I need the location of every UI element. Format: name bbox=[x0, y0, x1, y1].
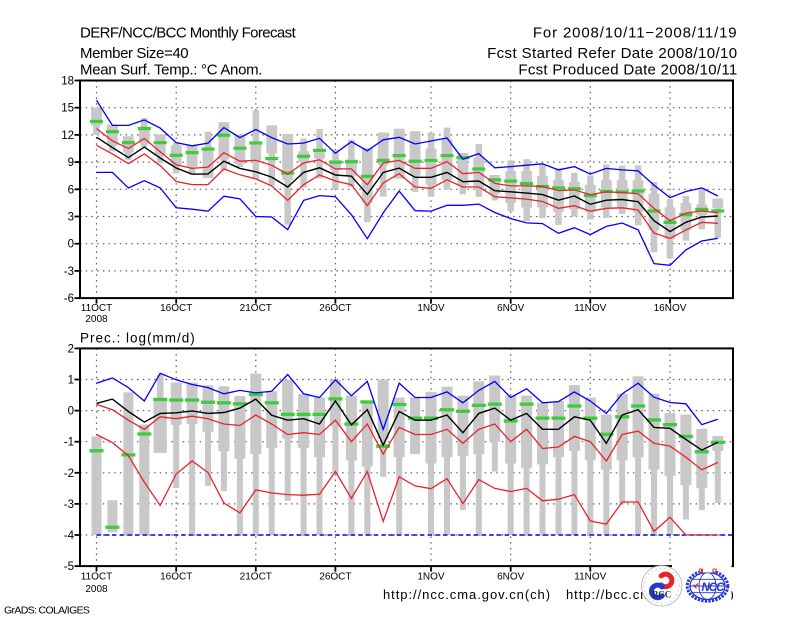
svg-text:2: 2 bbox=[68, 343, 74, 355]
svg-text:1NOV: 1NOV bbox=[417, 572, 445, 583]
svg-text:0: 0 bbox=[68, 239, 74, 251]
svg-text:1: 1 bbox=[68, 375, 74, 387]
svg-text:-5: -5 bbox=[64, 561, 74, 573]
svg-text:21OCT: 21OCT bbox=[240, 303, 272, 314]
svg-text:16OCT: 16OCT bbox=[160, 572, 192, 583]
svg-text:6: 6 bbox=[68, 184, 74, 196]
svg-text:0: 0 bbox=[68, 406, 74, 418]
svg-text:1NOV: 1NOV bbox=[417, 303, 445, 314]
svg-text:-3: -3 bbox=[64, 499, 74, 511]
svg-text:Member Size=40: Member Size=40 bbox=[80, 45, 188, 62]
svg-text:BCC: BCC bbox=[652, 590, 671, 600]
svg-text:Fcst Produced Date 2008/10/11: Fcst Produced Date 2008/10/11 bbox=[518, 62, 737, 79]
svg-text:-3: -3 bbox=[64, 266, 74, 278]
svg-text:26OCT: 26OCT bbox=[319, 572, 351, 583]
svg-text:11OCT: 11OCT bbox=[81, 572, 113, 583]
svg-text:Mean Surf. Temp.: °C Anom.: Mean Surf. Temp.: °C Anom. bbox=[80, 62, 262, 79]
svg-text:15: 15 bbox=[61, 103, 74, 115]
svg-text:-1: -1 bbox=[64, 437, 74, 449]
svg-text:-2: -2 bbox=[64, 468, 74, 480]
svg-text:21OCT: 21OCT bbox=[240, 572, 272, 583]
svg-text:16NOV: 16NOV bbox=[654, 303, 687, 314]
svg-text:11NOV: 11NOV bbox=[574, 572, 606, 583]
svg-text:12: 12 bbox=[61, 130, 74, 142]
svg-text:-6: -6 bbox=[64, 293, 74, 305]
svg-text:2008: 2008 bbox=[85, 584, 108, 595]
svg-text:11OCT: 11OCT bbox=[81, 303, 113, 314]
svg-text:-4: -4 bbox=[64, 530, 75, 542]
svg-text:Prec.: log(mm/d): Prec.: log(mm/d) bbox=[80, 331, 196, 346]
svg-text:16OCT: 16OCT bbox=[160, 303, 192, 314]
svg-text:6NOV: 6NOV bbox=[497, 303, 525, 314]
svg-text:2008: 2008 bbox=[85, 314, 108, 325]
svg-text:9: 9 bbox=[68, 157, 74, 169]
svg-text:DERF/NCC/BCC Monthly Forecast: DERF/NCC/BCC Monthly Forecast bbox=[80, 25, 297, 42]
svg-text:NCC: NCC bbox=[702, 582, 726, 594]
svg-text:3: 3 bbox=[68, 212, 74, 224]
svg-text:6NOV: 6NOV bbox=[497, 572, 525, 583]
svg-text:26OCT: 26OCT bbox=[319, 303, 351, 314]
svg-text:Fcst Started Refer Date 2008/1: Fcst Started Refer Date 2008/10/10 bbox=[487, 45, 737, 62]
svg-text:GrADS: COLA/IGES: GrADS: COLA/IGES bbox=[4, 605, 90, 617]
svg-text:http://ncc.cma.gov.cn(ch): http://ncc.cma.gov.cn(ch) bbox=[383, 587, 551, 602]
svg-text:For 2008/10/11−2008/11/19: For 2008/10/11−2008/11/19 bbox=[533, 25, 738, 42]
svg-text:18: 18 bbox=[61, 76, 74, 88]
svg-text:11NOV: 11NOV bbox=[574, 303, 606, 314]
